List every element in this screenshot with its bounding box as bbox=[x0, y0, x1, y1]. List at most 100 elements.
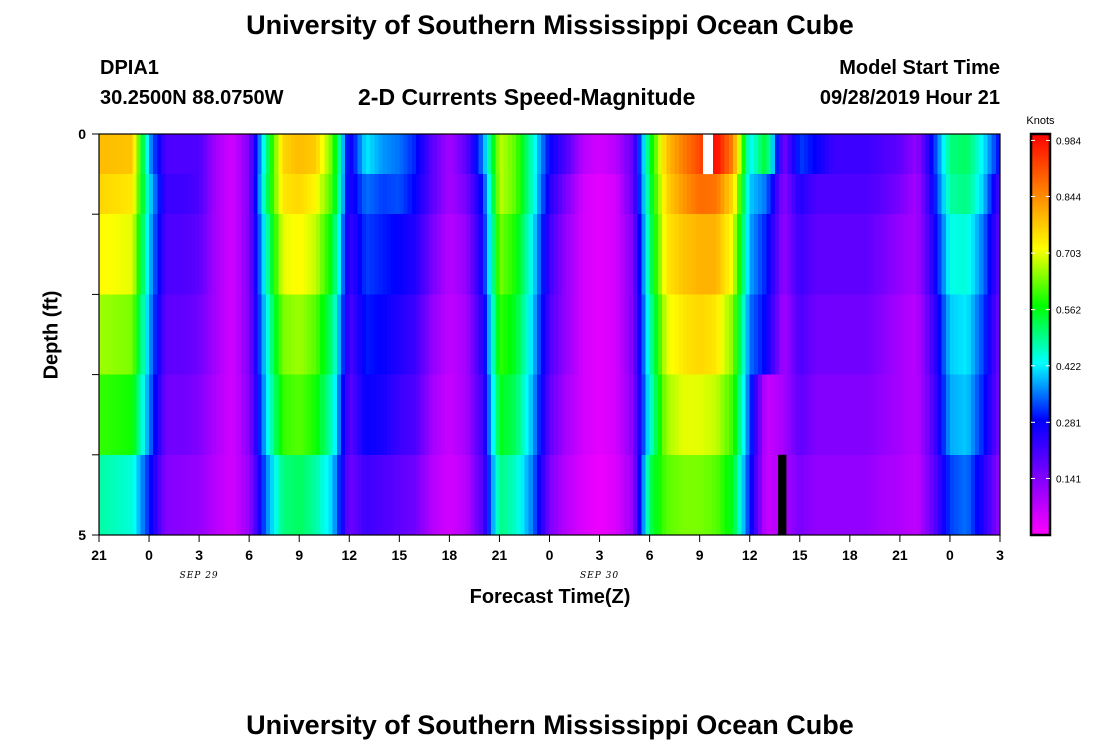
heatmap-cell bbox=[357, 134, 363, 175]
heatmap-cell bbox=[511, 174, 517, 215]
heatmap-cell bbox=[753, 374, 759, 456]
heatmap-cell bbox=[628, 374, 634, 456]
heatmap-cell bbox=[119, 134, 125, 175]
heatmap-cell bbox=[186, 294, 192, 376]
heatmap-cell bbox=[628, 214, 634, 295]
heatmap-cell bbox=[904, 134, 909, 175]
heatmap-cell bbox=[995, 374, 1001, 456]
heatmap-cell bbox=[854, 214, 859, 295]
heatmap-cell bbox=[733, 174, 738, 215]
heatmap-cell bbox=[657, 294, 663, 376]
heatmap-cell bbox=[299, 374, 304, 456]
heatmap-cell bbox=[541, 374, 546, 456]
heatmap-cell bbox=[199, 174, 204, 215]
heatmap-cell bbox=[290, 454, 296, 536]
heatmap-cell bbox=[453, 214, 459, 295]
heatmap-cell bbox=[599, 294, 605, 376]
heatmap-cell bbox=[249, 374, 254, 456]
heatmap-cell bbox=[770, 454, 776, 536]
heatmap-cell bbox=[603, 134, 609, 175]
heatmap-cell bbox=[595, 454, 601, 536]
heatmap-cell bbox=[566, 174, 571, 215]
heatmap-cell bbox=[862, 174, 868, 215]
heatmap-cell bbox=[958, 374, 964, 456]
heatmap-cell bbox=[307, 214, 313, 295]
heatmap-cell bbox=[912, 454, 918, 536]
heatmap-cell bbox=[820, 134, 826, 175]
heatmap-cell bbox=[791, 214, 797, 295]
heatmap-cell bbox=[612, 134, 617, 175]
heatmap-cell bbox=[103, 374, 108, 456]
heatmap-cell bbox=[620, 214, 626, 295]
heatmap-cell bbox=[407, 174, 413, 215]
heatmap-cell bbox=[778, 174, 784, 215]
heatmap-cell bbox=[562, 134, 567, 175]
heatmap-cell bbox=[557, 294, 563, 376]
heatmap-cell bbox=[428, 294, 434, 376]
heatmap-cell bbox=[787, 374, 793, 456]
heatmap-cell bbox=[849, 214, 855, 295]
heatmap-cell bbox=[733, 214, 738, 295]
heatmap-cell bbox=[169, 294, 175, 376]
heatmap-cell bbox=[737, 214, 742, 295]
heatmap-cell bbox=[136, 374, 142, 456]
heatmap-cell bbox=[461, 454, 467, 536]
heatmap-cell bbox=[186, 214, 192, 295]
heatmap-cell bbox=[357, 294, 363, 376]
heatmap-cell bbox=[666, 214, 672, 295]
heatmap-cell bbox=[161, 374, 167, 456]
heatmap-cell bbox=[803, 454, 809, 536]
heatmap-cell bbox=[524, 134, 530, 175]
heatmap-cell bbox=[161, 134, 167, 175]
heatmap-cell bbox=[770, 134, 776, 175]
heatmap-cell bbox=[478, 134, 484, 175]
heatmap-cell bbox=[399, 294, 405, 376]
heatmap-cell bbox=[979, 174, 984, 215]
heatmap-cell bbox=[541, 214, 546, 295]
heatmap-cell bbox=[712, 174, 717, 215]
heatmap-cell bbox=[545, 294, 551, 376]
heatmap-cell bbox=[416, 374, 421, 456]
heatmap-cell bbox=[482, 454, 488, 536]
heatmap-cell bbox=[966, 174, 972, 215]
heatmap-cell bbox=[582, 174, 588, 215]
heatmap-cell bbox=[245, 454, 250, 536]
heatmap-cell bbox=[536, 214, 542, 295]
heatmap-cell bbox=[307, 454, 313, 536]
heatmap-cell bbox=[353, 374, 359, 456]
heatmap-cell bbox=[929, 214, 934, 295]
heatmap-cell bbox=[411, 214, 417, 295]
heatmap-cell bbox=[820, 454, 826, 536]
heatmap-cell bbox=[574, 454, 580, 536]
heatmap-cell bbox=[190, 374, 196, 456]
heatmap-cell bbox=[190, 294, 196, 376]
heatmap-cell bbox=[136, 174, 142, 215]
heatmap-cell bbox=[599, 214, 605, 295]
heatmap-cell bbox=[849, 294, 855, 376]
heatmap-cell bbox=[194, 174, 200, 215]
heatmap-cell bbox=[695, 374, 701, 456]
heatmap-cell bbox=[482, 294, 488, 376]
heatmap-cell bbox=[203, 294, 209, 376]
heatmap-cell bbox=[620, 294, 626, 376]
heatmap-cell bbox=[582, 374, 588, 456]
heatmap-cell bbox=[378, 174, 384, 215]
heatmap-cell bbox=[390, 454, 396, 536]
heatmap-cell bbox=[424, 454, 430, 536]
heatmap-cell bbox=[791, 374, 797, 456]
heatmap-cell bbox=[562, 454, 567, 536]
heatmap-cell bbox=[687, 454, 692, 536]
heatmap-cell bbox=[662, 174, 667, 215]
heatmap-cell bbox=[541, 454, 546, 536]
heatmap-cell bbox=[833, 134, 838, 175]
heatmap-cell bbox=[424, 134, 430, 175]
heatmap-cell bbox=[632, 294, 638, 376]
colorbar-tick-label: 0.703 bbox=[1056, 249, 1081, 260]
heatmap-cell bbox=[808, 174, 813, 215]
heatmap-cell bbox=[432, 134, 438, 175]
heatmap-cell bbox=[578, 134, 584, 175]
heatmap-cell bbox=[345, 214, 350, 295]
heatmap-cell bbox=[399, 214, 405, 295]
heatmap-cell bbox=[649, 374, 655, 456]
heatmap-cell bbox=[566, 214, 571, 295]
